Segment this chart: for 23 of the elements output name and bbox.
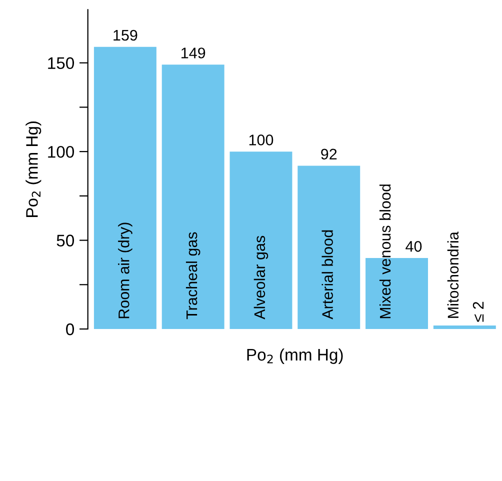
bar <box>230 152 292 330</box>
x-tick-label: Alveolar gas <box>254 236 268 320</box>
bar <box>162 64 224 330</box>
data-label: 92 <box>321 148 337 160</box>
bar <box>298 166 360 330</box>
y-tick-label: 100 <box>48 146 74 158</box>
y-tick-label: 0 <box>66 323 74 336</box>
x-tick-label: Room air (dry) <box>118 222 132 318</box>
y-axis-title: Po$_{2}$ (mm Hg) <box>26 121 42 217</box>
data-label: ≤ 2 <box>472 302 484 322</box>
bar <box>94 46 156 330</box>
x-axis-title: Po$_{2}$ (mm Hg) <box>247 348 343 364</box>
x-tick-label: Tracheal gas <box>186 232 200 320</box>
x-tick-label: Mixed venous blood <box>379 184 391 318</box>
bar <box>433 325 496 330</box>
y-tick-label: 150 <box>48 57 74 70</box>
data-label: 149 <box>182 48 206 58</box>
y-tick-label: 50 <box>56 234 74 246</box>
data-label: 159 <box>114 30 138 41</box>
data-label: 40 <box>406 241 422 252</box>
data-label: 100 <box>249 134 274 146</box>
x-tick-label: Arterial blood <box>322 230 333 320</box>
x-tick-label: Mitochondria <box>447 232 459 318</box>
